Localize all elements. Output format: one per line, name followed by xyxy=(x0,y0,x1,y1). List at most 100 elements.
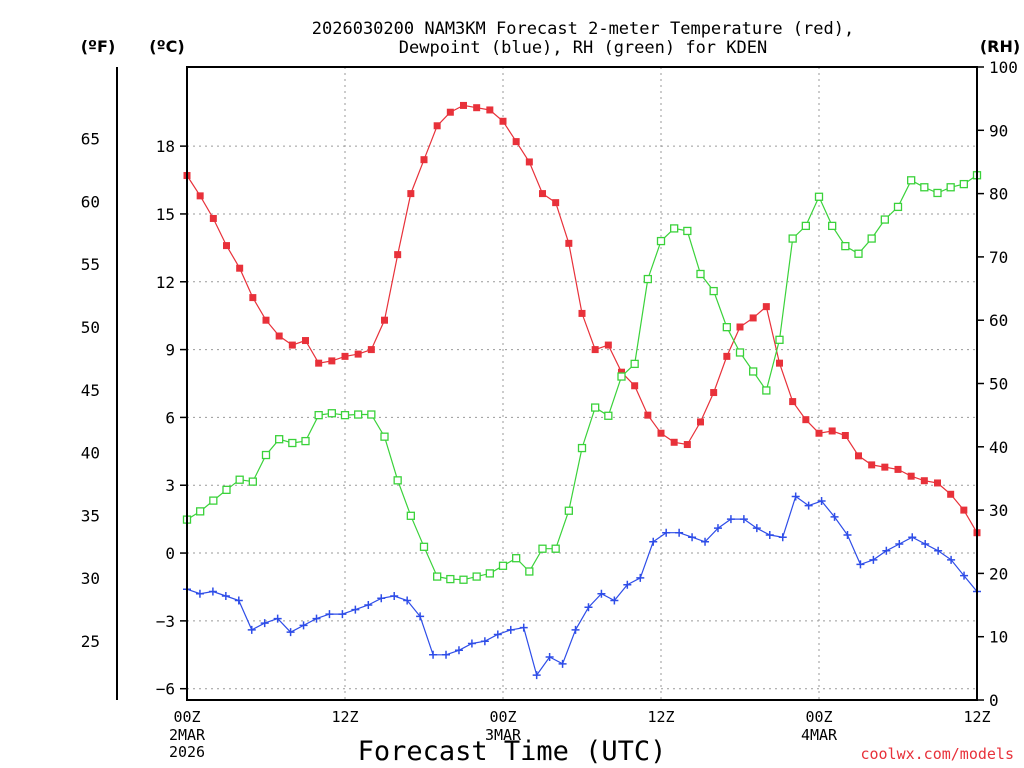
data-point xyxy=(364,601,373,610)
data-point xyxy=(880,215,889,224)
data-point xyxy=(473,104,481,112)
data-point xyxy=(713,524,722,533)
data-point xyxy=(260,619,269,628)
data-point xyxy=(636,573,645,582)
data-point xyxy=(512,138,520,146)
data-point xyxy=(709,286,718,296)
data-point xyxy=(675,528,684,537)
data-point xyxy=(390,592,399,601)
data-point xyxy=(591,346,599,354)
data-point xyxy=(775,335,784,344)
rh-tick-label: 0 xyxy=(989,691,999,710)
data-point xyxy=(946,183,955,192)
data-point xyxy=(381,316,388,324)
data-point xyxy=(299,621,308,630)
fahrenheit-tick-label: 50 xyxy=(81,318,100,337)
data-point xyxy=(841,431,849,439)
data-point xyxy=(881,463,889,471)
data-point xyxy=(854,249,863,258)
data-point xyxy=(275,332,283,340)
data-point xyxy=(762,303,770,311)
data-point xyxy=(947,490,955,498)
data-point xyxy=(631,382,639,390)
data-point xyxy=(907,472,915,480)
data-point xyxy=(525,158,533,166)
data-point xyxy=(367,410,376,419)
series-line xyxy=(186,104,978,534)
data-point xyxy=(558,659,567,668)
data-point xyxy=(234,596,243,605)
data-point xyxy=(804,501,813,510)
data-point xyxy=(380,432,389,441)
fahrenheit-tick-label: 55 xyxy=(81,255,100,274)
celsius-tick-label: 3 xyxy=(165,476,175,495)
rh-tick-label: 30 xyxy=(989,501,1008,520)
data-point xyxy=(446,108,454,116)
data-point xyxy=(340,410,350,420)
data-point xyxy=(354,410,363,419)
data-point xyxy=(338,610,347,619)
data-point xyxy=(498,561,508,570)
rh-axis-label: (RH) xyxy=(980,37,1020,56)
data-point xyxy=(752,524,761,533)
data-point xyxy=(960,571,969,580)
data-point xyxy=(286,628,295,637)
data-point xyxy=(697,418,704,426)
x-tick-label: 00Z xyxy=(489,708,516,726)
data-point xyxy=(841,241,850,251)
data-point xyxy=(882,546,891,555)
data-point xyxy=(959,179,968,189)
plot-frame xyxy=(186,66,978,701)
data-point xyxy=(934,546,943,555)
data-point xyxy=(472,572,481,581)
rh-tick-label: 90 xyxy=(989,121,1008,140)
data-point xyxy=(209,214,217,222)
rh-tick-label: 80 xyxy=(989,185,1008,204)
fahrenheit-axis-label: (ºF) xyxy=(81,37,116,56)
data-point xyxy=(235,475,244,484)
data-point xyxy=(778,533,787,542)
x-tick-label: 12Z xyxy=(647,708,674,726)
data-point xyxy=(506,625,515,634)
rh-tick-label: 40 xyxy=(989,438,1008,457)
series-line xyxy=(186,495,978,677)
data-point xyxy=(262,316,270,324)
data-point xyxy=(446,574,455,584)
data-point xyxy=(893,202,903,212)
data-point xyxy=(377,594,386,603)
series-line xyxy=(186,174,978,581)
data-point xyxy=(894,465,902,473)
data-point xyxy=(351,605,360,614)
data-point xyxy=(722,323,731,332)
data-point xyxy=(249,294,257,302)
data-point xyxy=(867,234,876,243)
data-point xyxy=(662,528,671,537)
data-point xyxy=(643,274,652,284)
data-point xyxy=(261,450,271,460)
data-point xyxy=(617,372,626,381)
data-point xyxy=(920,477,928,485)
data-point xyxy=(868,461,876,469)
data-point xyxy=(539,190,546,198)
date-label-2mar: 2MAR xyxy=(169,726,206,744)
data-point xyxy=(545,653,554,662)
data-point xyxy=(656,236,666,246)
data-point xyxy=(610,596,619,605)
fahrenheit-tick-label: 65 xyxy=(81,130,100,149)
series-layer xyxy=(182,101,982,680)
gridlines xyxy=(187,67,977,700)
data-point xyxy=(221,592,230,601)
series-1 xyxy=(183,492,981,680)
data-point xyxy=(486,106,494,114)
data-point xyxy=(302,337,309,345)
data-point xyxy=(802,416,810,424)
data-point xyxy=(275,435,284,444)
data-point xyxy=(393,476,402,485)
data-point xyxy=(670,224,679,233)
data-point xyxy=(327,409,336,418)
data-point xyxy=(960,506,968,514)
date-label-3mar: 3MAR xyxy=(485,726,522,744)
data-point xyxy=(571,625,580,634)
data-point xyxy=(273,614,282,623)
data-point xyxy=(856,560,865,569)
